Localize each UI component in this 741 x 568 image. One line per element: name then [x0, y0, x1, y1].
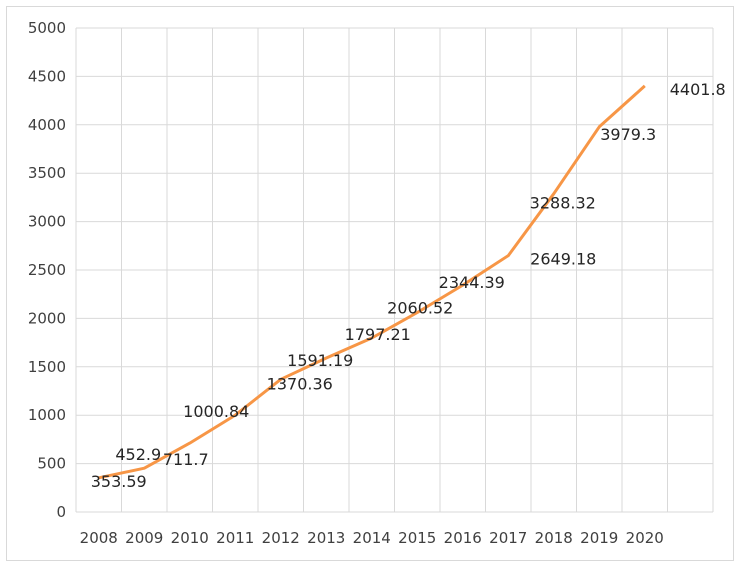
y-tick-label: 4000 — [28, 116, 66, 134]
y-tick-label: 5000 — [28, 19, 66, 37]
data-label: 3979.3 — [600, 125, 656, 144]
data-label: 2060.52 — [387, 299, 453, 318]
data-label: 3288.32 — [530, 194, 596, 213]
y-tick-label: 4500 — [28, 67, 66, 85]
x-tick-label: 2017 — [489, 529, 527, 547]
y-tick-label: 1000 — [28, 406, 66, 424]
chart-frame — [6, 6, 734, 561]
series-line — [98, 84, 646, 480]
y-tick-label: 3500 — [28, 164, 66, 182]
data-labels: 353.59 452.9 711.7 1000.84 1370.36 1591.19 179… — [91, 80, 726, 491]
data-label: 2344.39 — [439, 273, 505, 292]
y-axis: 0 500 1000 1500 2000 2500 3000 3500 4000 4500 5000 — [28, 19, 66, 521]
y-tick-label: 3000 — [28, 213, 66, 231]
y-tick-label: 0 — [56, 503, 66, 521]
x-tick-label: 2020 — [626, 529, 664, 547]
x-tick-label: 2012 — [262, 529, 300, 547]
data-label: 711.7 — [163, 450, 209, 469]
data-label: 353.59 — [91, 472, 147, 491]
x-tick-label: 2018 — [535, 529, 573, 547]
y-tick-label: 2500 — [28, 261, 66, 279]
x-tick-label: 2015 — [398, 529, 436, 547]
data-label: 1797.21 — [345, 325, 411, 344]
x-tick-label: 2011 — [216, 529, 254, 547]
data-label: 1591.19 — [287, 351, 353, 370]
x-axis: 2008 2009 2010 2011 2012 2013 2014 2015 2016 2017… — [80, 529, 664, 547]
x-tick-label: 2009 — [125, 529, 163, 547]
data-label: 1000.84 — [183, 402, 249, 421]
x-tick-label: 2019 — [580, 529, 618, 547]
x-tick-label: 2013 — [307, 529, 345, 547]
x-tick-label: 2014 — [353, 529, 391, 547]
x-tick-label: 2008 — [80, 529, 118, 547]
y-tick-label: 500 — [37, 455, 66, 473]
grid — [75, 27, 714, 513]
y-tick-label: 1500 — [28, 358, 66, 376]
data-label: 4401.8 — [670, 80, 726, 99]
data-label: 2649.18 — [530, 250, 596, 269]
x-tick-label: 2016 — [444, 529, 482, 547]
data-label: 1370.36 — [267, 374, 333, 393]
x-tick-label: 2010 — [171, 529, 209, 547]
data-label: 452.9 — [115, 445, 161, 464]
y-tick-label: 2000 — [28, 309, 66, 327]
